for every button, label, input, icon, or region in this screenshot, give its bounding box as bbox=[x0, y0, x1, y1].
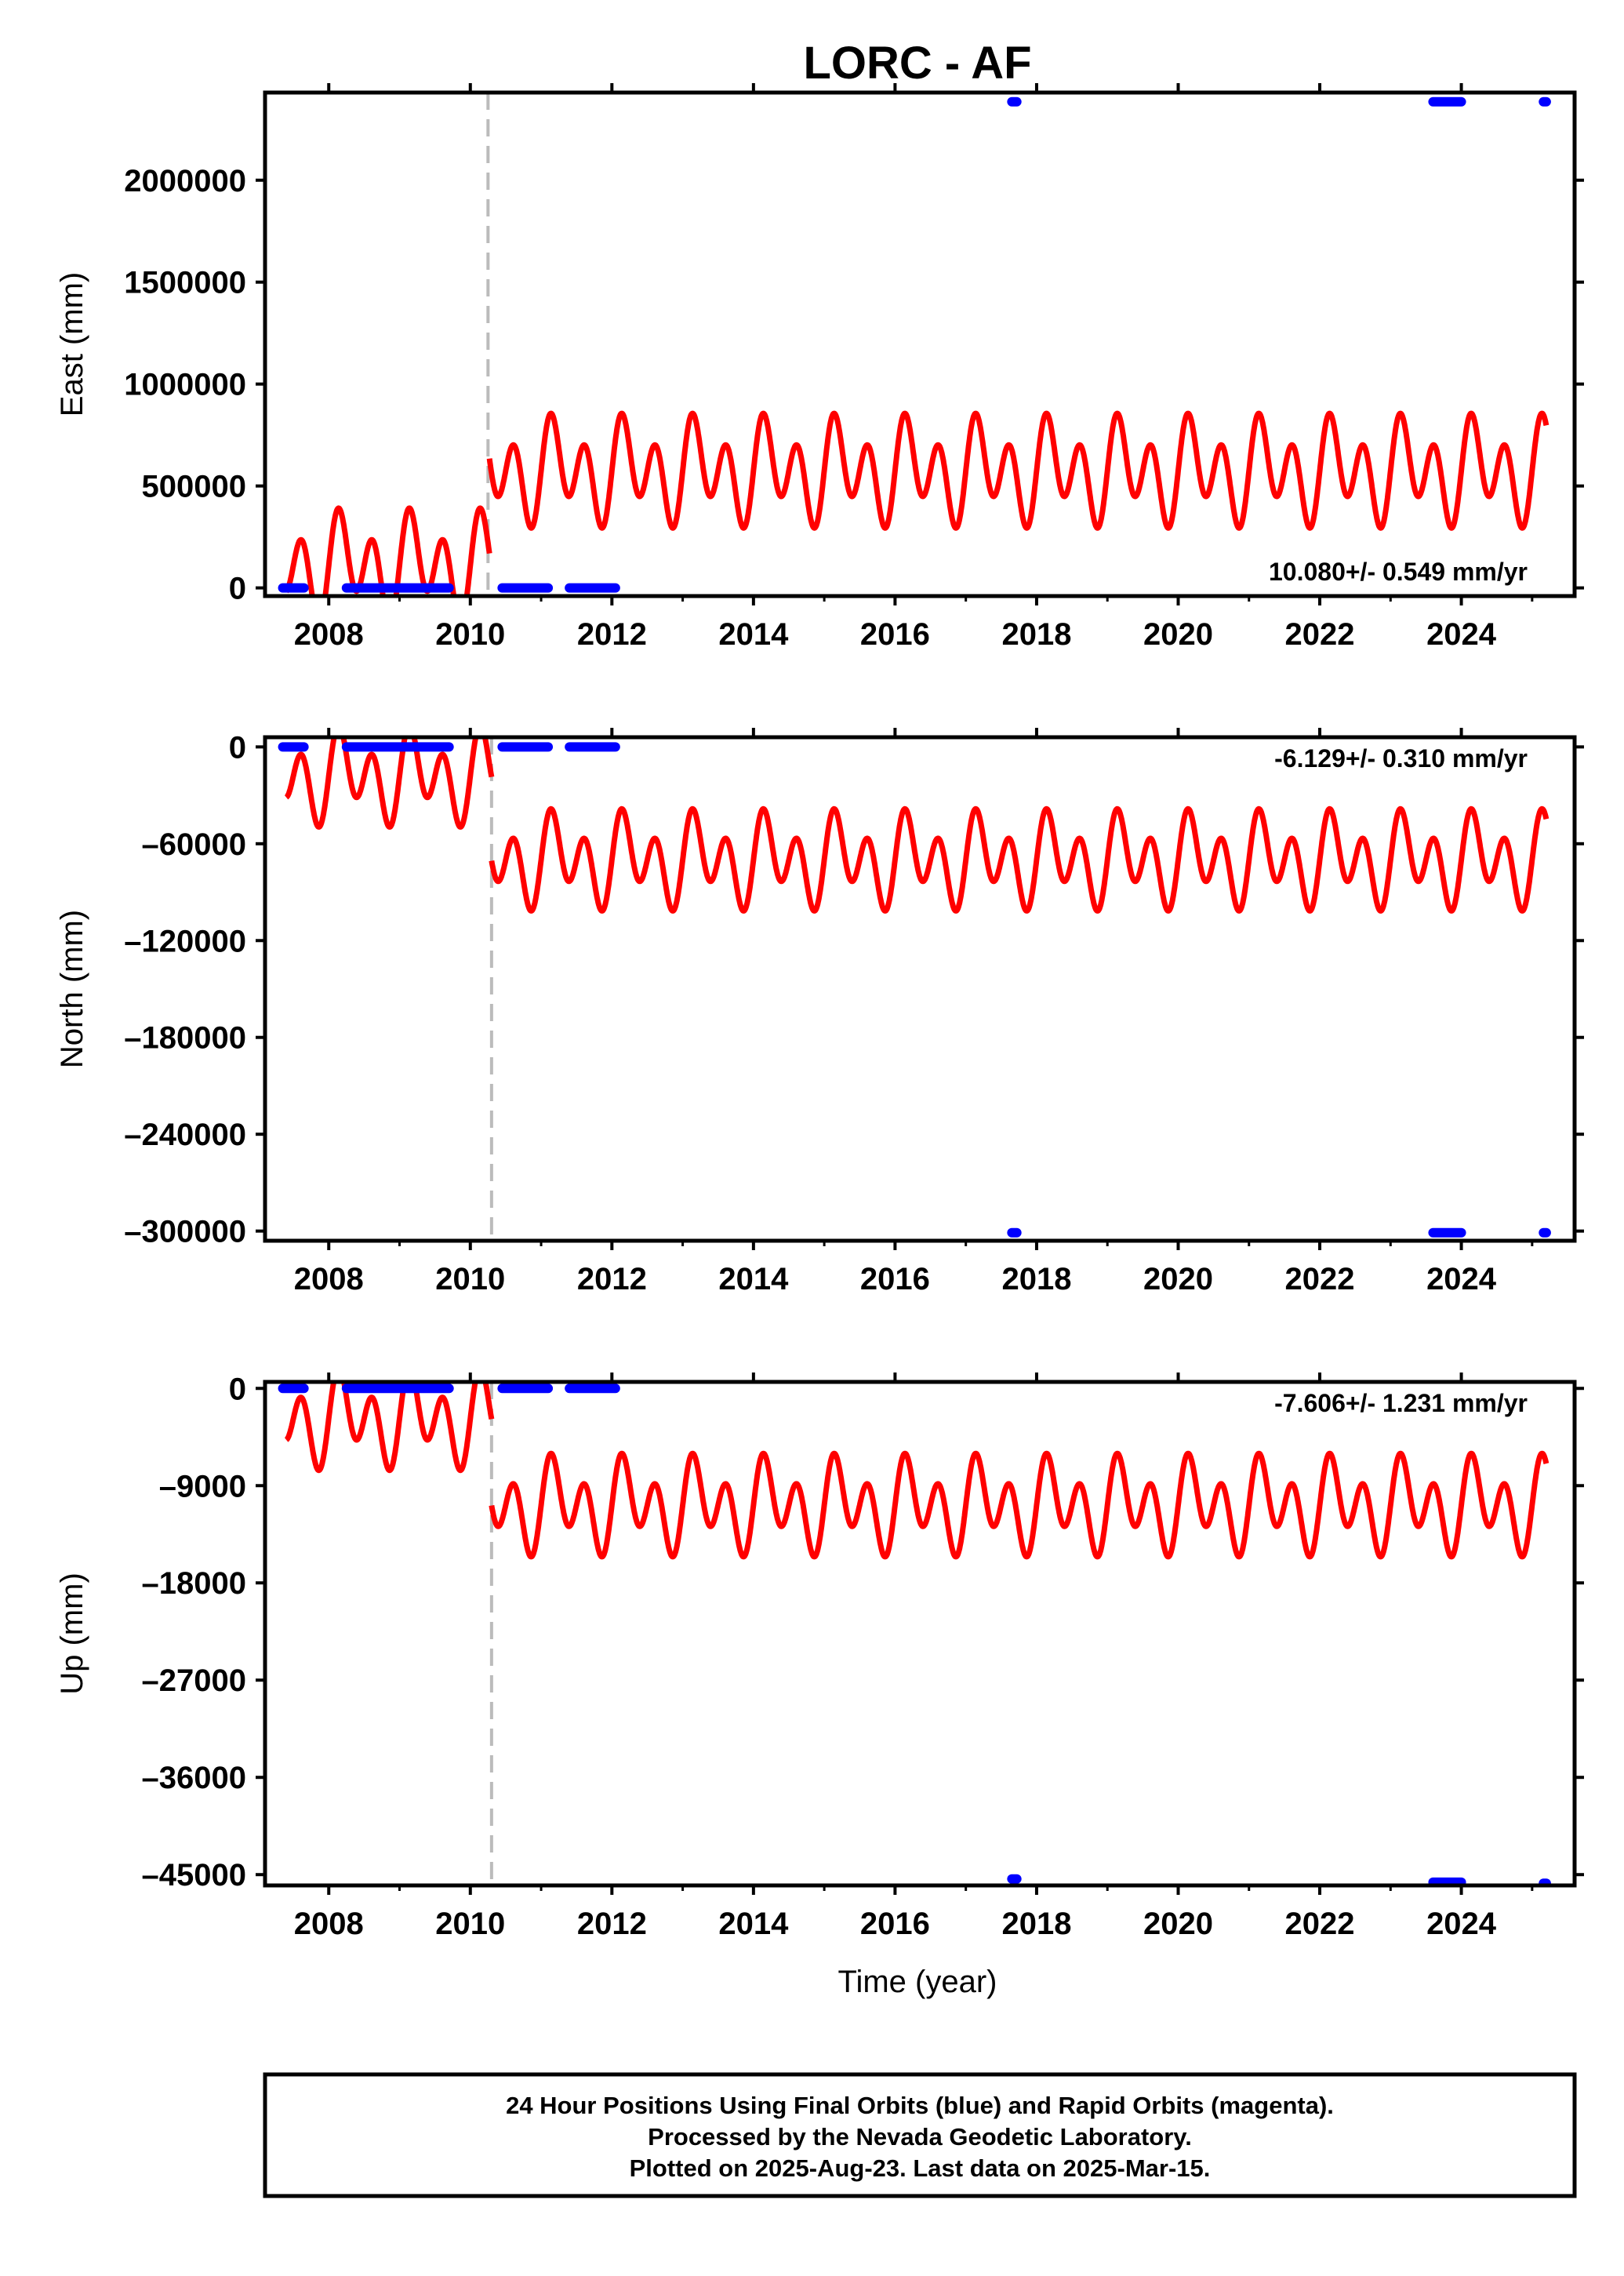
east-xtick-label: 2018 bbox=[1001, 617, 1071, 652]
up-ytick-label: –27000 bbox=[142, 1663, 246, 1698]
north-ytick-label: –240000 bbox=[124, 1118, 246, 1152]
footer-box: 24 Hour Positions Using Final Orbits (bl… bbox=[263, 2072, 1577, 2198]
east-ytick-label: 1500000 bbox=[124, 266, 246, 300]
east-ytick-label: 1000000 bbox=[124, 368, 246, 402]
north-xtick-label: 2020 bbox=[1143, 1262, 1213, 1296]
east-xtick-label: 2008 bbox=[294, 617, 364, 652]
up-xtick-label: 2014 bbox=[718, 1907, 789, 1941]
north-ytick-label: –120000 bbox=[124, 924, 246, 958]
up-xtick-label: 2008 bbox=[294, 1907, 364, 1941]
north-model-segment-2 bbox=[489, 805, 1550, 914]
up-xtick-label: 2024 bbox=[1426, 1907, 1497, 1941]
north-rate-label: -6.129+/- 0.310 mm/yr bbox=[1274, 744, 1528, 773]
east-xtick-label: 2012 bbox=[577, 617, 647, 652]
up-model-segment-2 bbox=[489, 1450, 1550, 1560]
east-rate-label: 10.080+/- 0.549 mm/yr bbox=[1269, 558, 1528, 586]
up-ytick-label: 0 bbox=[229, 1372, 246, 1406]
up-rate-label: -7.606+/- 1.231 mm/yr bbox=[1274, 1389, 1528, 1417]
footer-line-3: Plotted on 2025-Aug-23. Last data on 202… bbox=[630, 2154, 1211, 2182]
x-axis-label: Time (year) bbox=[838, 1965, 997, 1999]
up-ytick-label: –9000 bbox=[159, 1469, 246, 1503]
up-plot-frame bbox=[263, 1380, 1577, 1888]
east-model-segment-1 bbox=[284, 505, 492, 596]
east-xtick-label: 2024 bbox=[1426, 617, 1497, 652]
north-xtick-label: 2012 bbox=[577, 1262, 647, 1296]
east-y-axis-label: East (mm) bbox=[55, 272, 89, 416]
north-ytick-label: –300000 bbox=[124, 1215, 246, 1249]
east-xtick-label: 2010 bbox=[435, 617, 505, 652]
up-y-axis-label: Up (mm) bbox=[55, 1572, 89, 1695]
north-ytick-label: –60000 bbox=[142, 827, 246, 862]
north-xtick-label: 2022 bbox=[1285, 1262, 1355, 1296]
north-xtick-label: 2018 bbox=[1001, 1262, 1071, 1296]
east-ytick-label: 500000 bbox=[142, 470, 246, 504]
north-ytick-label: –180000 bbox=[124, 1021, 246, 1056]
east-ytick-label: 2000000 bbox=[124, 164, 246, 198]
north-plot-frame bbox=[263, 735, 1577, 1243]
east-xtick-label: 2022 bbox=[1285, 617, 1355, 652]
north-ytick-label: 0 bbox=[229, 730, 246, 765]
up-xtick-label: 2022 bbox=[1285, 1907, 1355, 1941]
north-xtick-label: 2016 bbox=[860, 1262, 930, 1296]
up-ytick-label: –36000 bbox=[142, 1761, 246, 1795]
east-panel: 0 500000 1000000 1500000 2000000 2008 2010 2012… bbox=[55, 83, 1584, 652]
east-ytick-label: 0 bbox=[229, 572, 246, 606]
up-ytick-label: –18000 bbox=[142, 1566, 246, 1601]
up-panel: 0 –9000 –18000 –27000 –36000 –45000 2008 2010 20… bbox=[55, 1372, 1584, 1941]
up-model-segment-1 bbox=[284, 1382, 495, 1474]
footer-line-1: 24 Hour Positions Using Final Orbits (bl… bbox=[506, 2092, 1334, 2119]
up-xtick-label: 2018 bbox=[1001, 1907, 1071, 1941]
up-xtick-label: 2010 bbox=[435, 1907, 505, 1941]
north-xtick-label: 2014 bbox=[718, 1262, 789, 1296]
north-panel: 0 –60000 –120000 –180000 –240000 –300000 2008 2… bbox=[55, 728, 1584, 1296]
east-xtick-label: 2020 bbox=[1143, 617, 1213, 652]
footer-line-2: Processed by the Nevada Geodetic Laborat… bbox=[648, 2123, 1192, 2151]
east-xtick-label: 2016 bbox=[860, 617, 930, 652]
north-xtick-label: 2008 bbox=[294, 1262, 364, 1296]
up-xtick-label: 2012 bbox=[577, 1907, 647, 1941]
figure-title: LORC - AF bbox=[803, 38, 1031, 89]
north-xtick-label: 2024 bbox=[1426, 1262, 1497, 1296]
up-xtick-label: 2016 bbox=[860, 1907, 930, 1941]
north-y-axis-label: North (mm) bbox=[55, 910, 89, 1068]
east-plot-frame bbox=[263, 90, 1577, 598]
east-model-segment-2 bbox=[486, 410, 1550, 531]
up-xtick-label: 2020 bbox=[1143, 1907, 1213, 1941]
up-ytick-label: –45000 bbox=[142, 1858, 246, 1892]
north-xtick-label: 2010 bbox=[435, 1262, 505, 1296]
east-xtick-label: 2014 bbox=[718, 617, 789, 652]
north-model-segment-1 bbox=[284, 737, 495, 830]
